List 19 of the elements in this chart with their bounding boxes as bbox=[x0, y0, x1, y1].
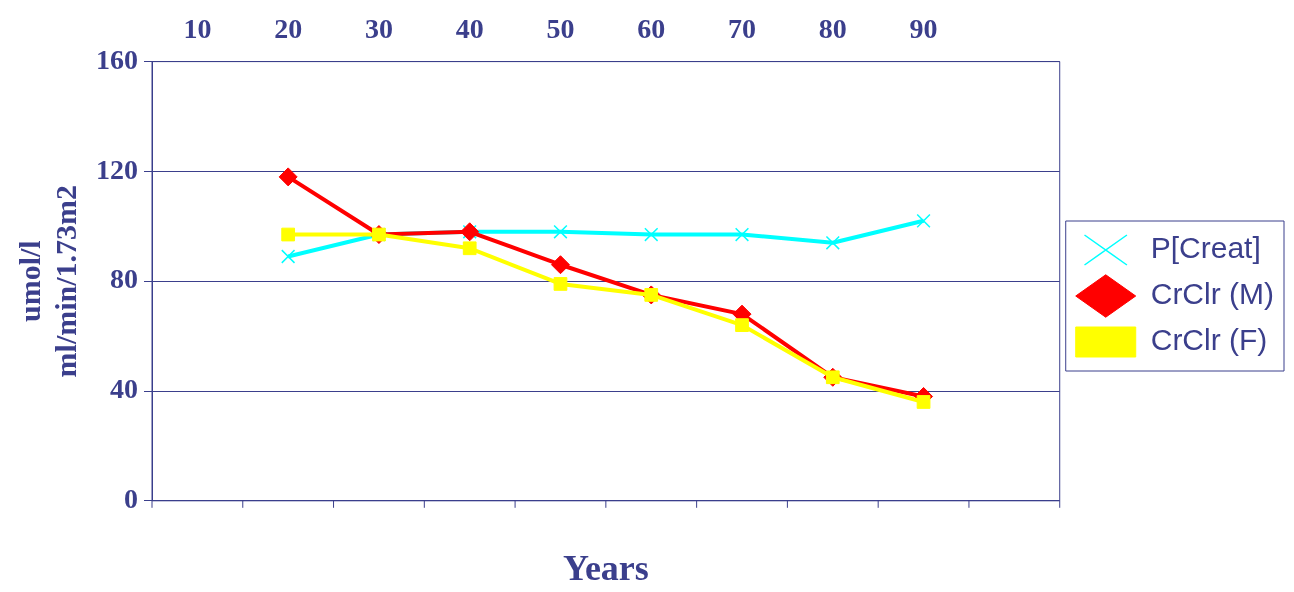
y-tick-label: 40 bbox=[110, 373, 138, 405]
x-tick-label: 60 bbox=[637, 13, 666, 45]
y-tick-label: 0 bbox=[124, 483, 138, 515]
x-tick-label: 10 bbox=[183, 13, 212, 45]
y-tick-label: 160 bbox=[96, 43, 138, 75]
y-axis-title: umol/l ml/min/1.73m2 bbox=[12, 184, 82, 378]
x-tick-label: 80 bbox=[818, 13, 847, 45]
legend-label: P[Creat] bbox=[1150, 231, 1261, 265]
legend-label: CrClr (F) bbox=[1150, 323, 1268, 357]
x-tick-label: 50 bbox=[546, 13, 575, 45]
x-tick-label: 20 bbox=[274, 13, 303, 45]
x-tick-label: 70 bbox=[728, 13, 757, 45]
x-axis-title: Years bbox=[562, 547, 649, 588]
x-tick-label: 30 bbox=[364, 13, 393, 45]
x-tick-label: 40 bbox=[455, 13, 484, 45]
x-tick-label: 90 bbox=[909, 13, 938, 45]
y-tick-label: 120 bbox=[96, 153, 138, 185]
y-tick-label: 80 bbox=[110, 263, 138, 295]
legend-label: CrClr (M) bbox=[1150, 277, 1274, 311]
